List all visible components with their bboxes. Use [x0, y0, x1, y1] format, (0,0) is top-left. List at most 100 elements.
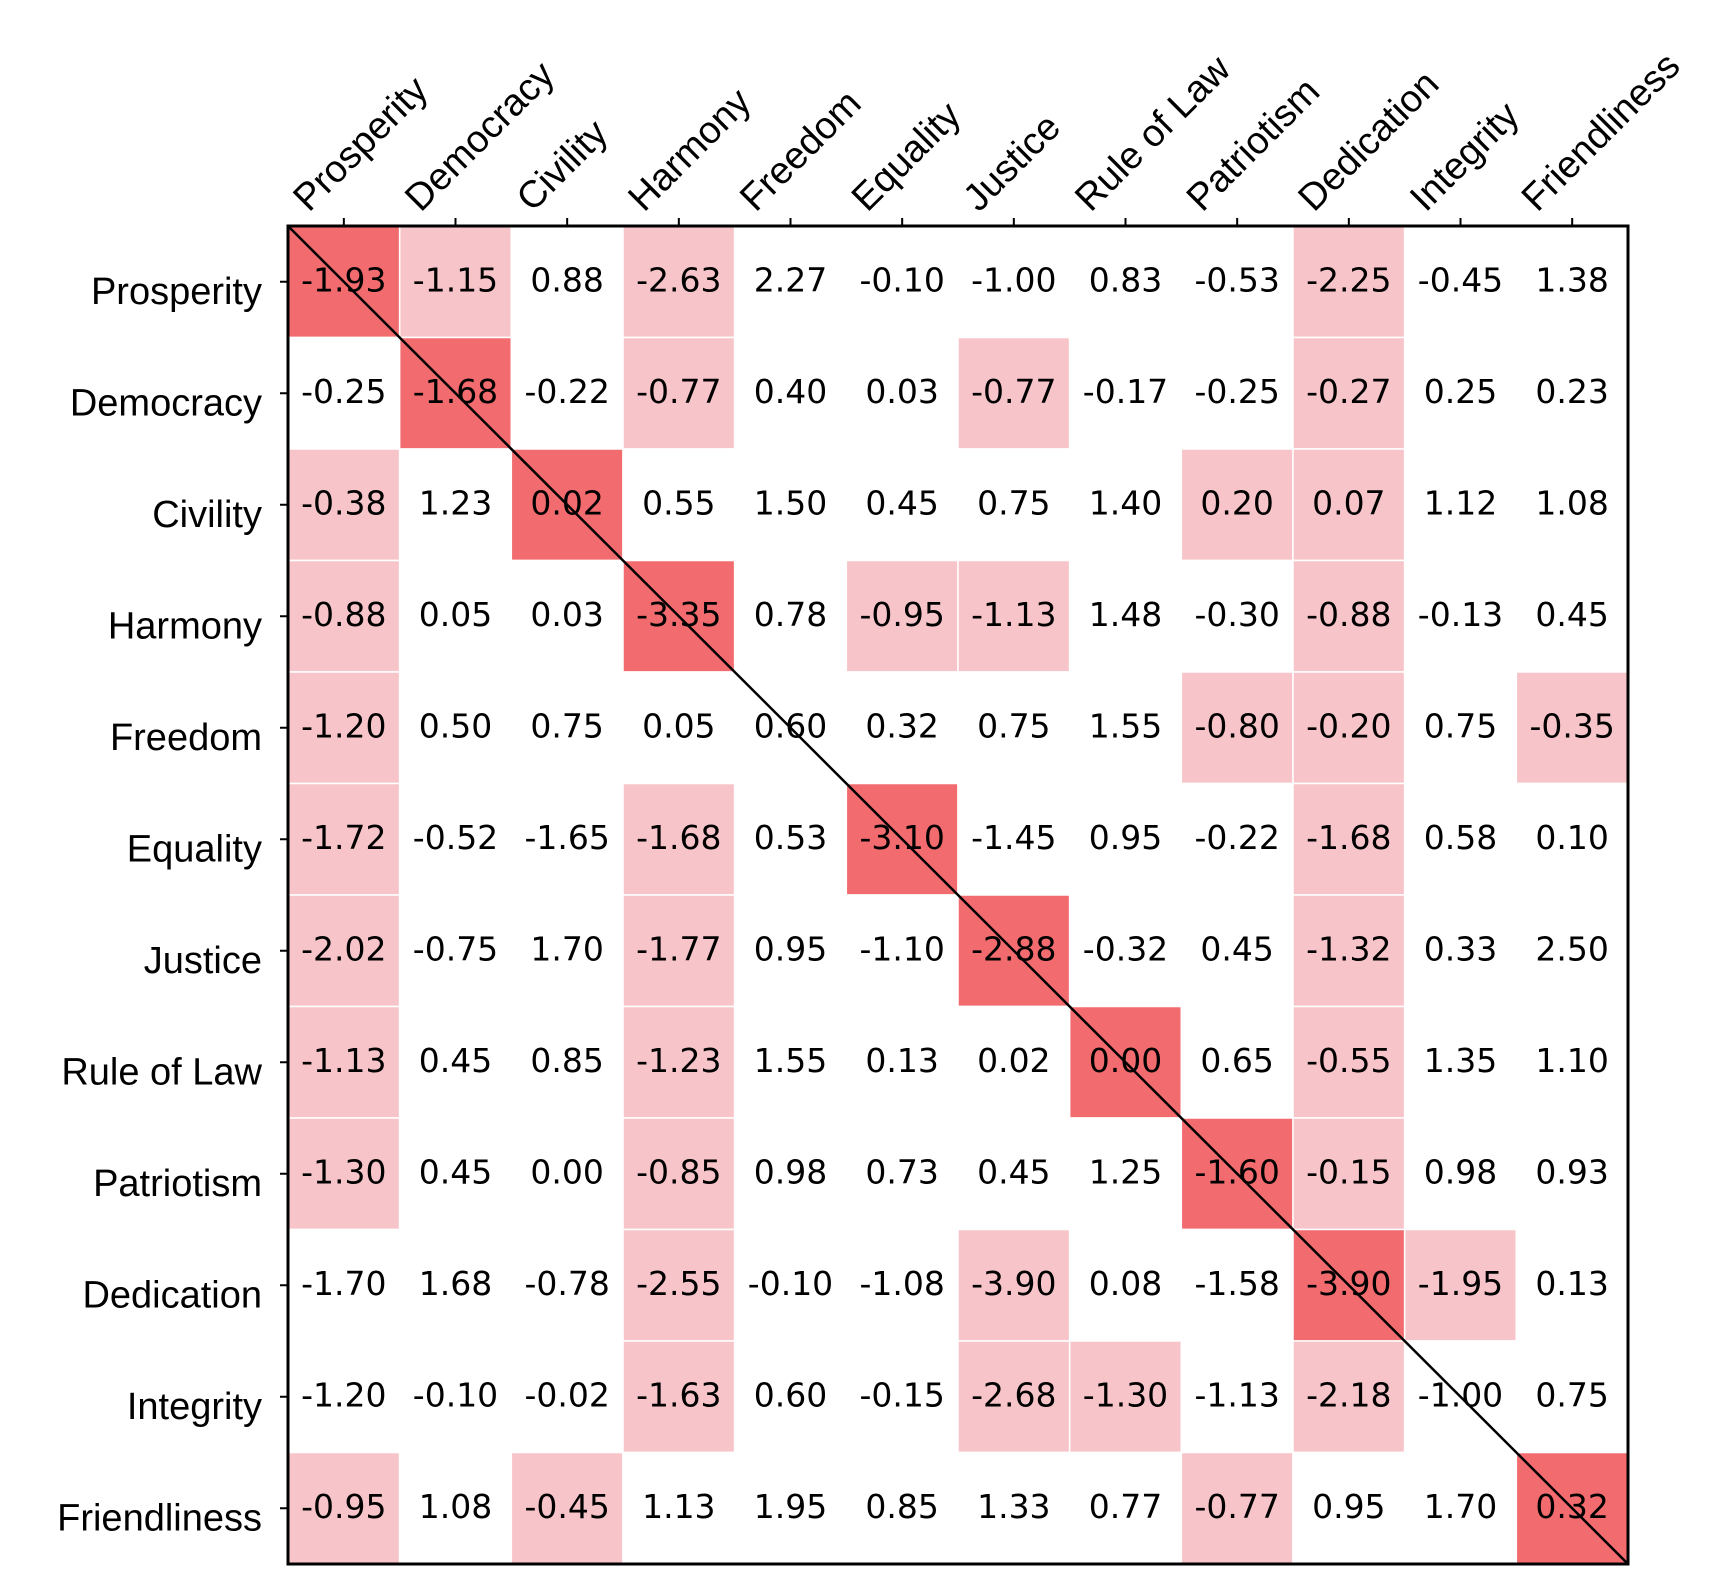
y-tick-label: Friendliness [57, 1497, 262, 1539]
cell-label: -3.35 [636, 595, 721, 634]
cell-label: 0.77 [1089, 1487, 1162, 1526]
cell-label: -2.88 [971, 929, 1056, 968]
cell-label: -1.30 [301, 1152, 386, 1191]
cell [1292, 1451, 1406, 1565]
cell [398, 1228, 513, 1342]
cell-label: -0.32 [1083, 929, 1168, 968]
cell-label: 0.03 [865, 372, 938, 411]
cell [622, 894, 736, 1008]
cell-label: -0.95 [859, 595, 944, 634]
cell [510, 1228, 624, 1342]
cell [510, 1005, 624, 1119]
cell-label: 0.95 [1312, 1487, 1385, 1526]
cell-label: -0.22 [524, 372, 609, 411]
cell-label: 0.13 [865, 1041, 938, 1080]
cell [398, 225, 513, 339]
cell [287, 1117, 401, 1231]
cell [510, 1451, 624, 1565]
cell-label: -1.77 [636, 929, 721, 968]
cell [845, 559, 959, 673]
cell [398, 1340, 513, 1454]
cell [1403, 894, 1518, 1008]
cell-label: 0.65 [1200, 1041, 1273, 1080]
cell [1403, 1228, 1518, 1342]
cell-label: -0.75 [413, 929, 498, 968]
cell-label: 2.27 [754, 260, 827, 299]
cell-label: 0.88 [530, 260, 603, 299]
cell [622, 1005, 736, 1119]
cell [1515, 225, 1629, 339]
cell-label: 0.45 [977, 1152, 1050, 1191]
cell-label: -1.13 [301, 1041, 386, 1080]
cell [1292, 336, 1406, 450]
cell [622, 1340, 736, 1454]
cell-label: -1.13 [1194, 1375, 1279, 1414]
cell-label: 0.45 [1200, 929, 1273, 968]
cell-label: -0.77 [1194, 1487, 1279, 1526]
cell-label: -1.93 [301, 260, 386, 299]
cell [1515, 782, 1629, 896]
y-tick-label: Freedom [110, 717, 262, 759]
cell [1068, 671, 1183, 785]
cell-label: 0.13 [1535, 1264, 1608, 1303]
cell-label: -1.68 [636, 818, 721, 857]
cell-label: -0.13 [1418, 595, 1503, 634]
cell [1515, 1340, 1629, 1454]
cell-label: 0.60 [754, 1375, 827, 1414]
cell-label: -0.80 [1194, 706, 1279, 745]
cell [1515, 559, 1629, 673]
x-tick-label: Freedom [732, 82, 869, 219]
cell-label: 0.02 [977, 1041, 1050, 1080]
plot-frame [286, 224, 1630, 1566]
cell-label: 0.58 [1424, 818, 1497, 857]
cell [398, 894, 513, 1008]
cell-label: -1.00 [971, 260, 1056, 299]
cell-label: 0.60 [754, 706, 827, 745]
x-tick-label: Civility [509, 112, 616, 219]
cell [845, 894, 959, 1008]
cell [510, 671, 624, 785]
cell [1068, 1117, 1183, 1231]
cell [733, 448, 848, 562]
y-tick-label: Civility [152, 494, 262, 536]
cell [957, 559, 1071, 673]
cells [287, 225, 1629, 1565]
cell-label: -1.10 [859, 929, 944, 968]
cell-label: 0.25 [1424, 372, 1497, 411]
cell-label: -1.30 [1083, 1375, 1168, 1414]
cell [1068, 225, 1183, 339]
cell [845, 1117, 959, 1231]
cell-label: -2.18 [1306, 1375, 1391, 1414]
y-tick-label: Patriotism [93, 1163, 262, 1205]
cell [287, 448, 401, 562]
cell-label: -0.53 [1194, 260, 1279, 299]
cell-label: -0.35 [1529, 706, 1614, 745]
cell-label: -0.38 [301, 483, 386, 522]
cell-label: -1.20 [301, 1375, 386, 1414]
cell-label: -1.08 [859, 1264, 944, 1303]
cell-label: -0.27 [1306, 372, 1391, 411]
cell-label: 0.20 [1200, 483, 1273, 522]
cell-label: -0.10 [748, 1264, 833, 1303]
cell-label: 0.23 [1535, 372, 1608, 411]
cell [622, 782, 736, 896]
cell-label: -3.90 [971, 1264, 1056, 1303]
cell-label: 0.05 [642, 706, 715, 745]
cell [845, 225, 959, 339]
cell-label: 0.98 [754, 1152, 827, 1191]
cell [733, 1228, 848, 1342]
cell-label: -1.63 [636, 1375, 721, 1414]
cell [733, 225, 848, 339]
cell-label: 0.75 [530, 706, 603, 745]
cell-label: -0.45 [1418, 260, 1503, 299]
cell [1292, 559, 1406, 673]
cell [1180, 894, 1294, 1008]
cell-label: -0.52 [413, 818, 498, 857]
cell-label: -1.58 [1194, 1264, 1279, 1303]
cell-label: 0.85 [530, 1041, 603, 1080]
cell [287, 671, 401, 785]
cell [957, 1451, 1071, 1565]
cell-label: 0.53 [754, 818, 827, 857]
cell [1403, 1451, 1518, 1565]
cell [845, 671, 959, 785]
